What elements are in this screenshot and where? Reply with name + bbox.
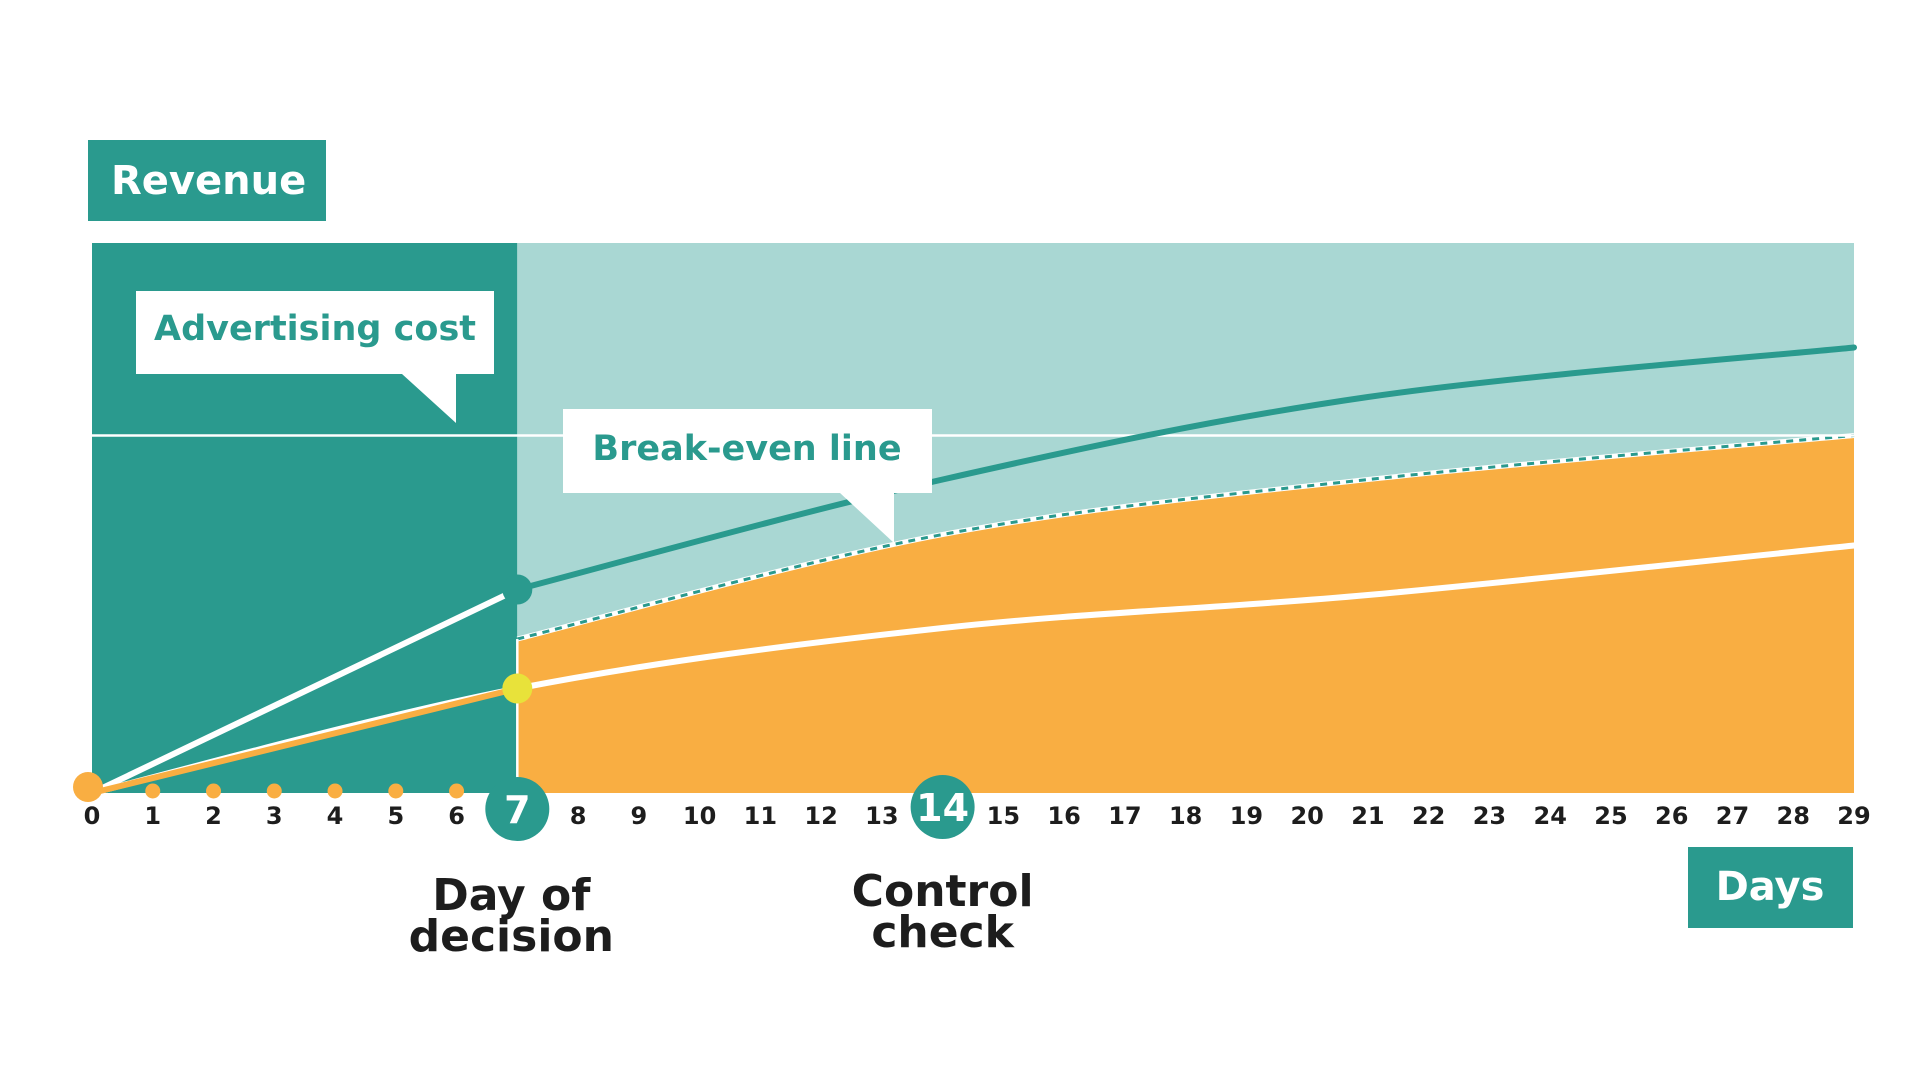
advertising-cost-callout: Advertising cost bbox=[136, 291, 494, 423]
y-axis-label-box: Revenue bbox=[88, 140, 326, 221]
day-dot-1 bbox=[145, 783, 161, 799]
x-axis-tick-labels: 0 1 2 3 4 5 6 8 9 10 11 12 13 15 16 17 18 19 20 21 22 23 24 25 2… bbox=[84, 802, 1871, 830]
revenue-box-background bbox=[88, 140, 326, 221]
x-tick-label: 19 bbox=[1230, 802, 1263, 830]
x-tick-label: 1 bbox=[144, 802, 161, 830]
x-tick-label: 10 bbox=[683, 802, 716, 830]
decision-day-badge: 7 bbox=[485, 777, 550, 841]
control-check-label-line-1: Control bbox=[852, 866, 1034, 917]
x-tick-label: 15 bbox=[987, 802, 1020, 830]
day-dot-5 bbox=[388, 783, 404, 799]
x-tick-label: 6 bbox=[448, 802, 465, 830]
x-tick-label: 24 bbox=[1534, 802, 1567, 830]
x-tick-label: 0 bbox=[84, 802, 101, 830]
x-tick-label: 28 bbox=[1777, 802, 1810, 830]
day-dot-2 bbox=[206, 783, 222, 799]
day-of-decision-label-line-1: Day of bbox=[432, 870, 591, 921]
origin-point bbox=[73, 772, 103, 802]
advertising-cost-callout-bubble bbox=[136, 291, 494, 423]
x-tick-label: 12 bbox=[804, 802, 837, 830]
day-dot-3 bbox=[266, 783, 282, 799]
teal-revenue-curve bbox=[514, 344, 1857, 593]
days-box-background bbox=[1688, 847, 1853, 928]
x-tick-label: 3 bbox=[266, 802, 283, 830]
x-tick-label: 9 bbox=[630, 802, 647, 830]
x-tick-label: 13 bbox=[865, 802, 898, 830]
y-axis-label: Revenue bbox=[111, 158, 306, 204]
x-tick-label: 5 bbox=[387, 802, 404, 830]
x-tick-label: 4 bbox=[327, 802, 344, 830]
decision-badge-label: 7 bbox=[504, 788, 530, 832]
x-tick-label: 26 bbox=[1655, 802, 1688, 830]
x-tick-label: 2 bbox=[205, 802, 222, 830]
orange-revenue-line bbox=[89, 685, 521, 796]
day-dots bbox=[145, 783, 465, 799]
day-dot-4 bbox=[327, 783, 343, 799]
x-tick-label: 22 bbox=[1412, 802, 1445, 830]
x-tick-label: 11 bbox=[744, 802, 777, 830]
decision-badge-circle bbox=[485, 777, 550, 841]
x-tick-label: 23 bbox=[1473, 802, 1506, 830]
revenue-area bbox=[517, 435, 1855, 793]
x-tick-label: 25 bbox=[1594, 802, 1627, 830]
break-even-callout-bubble bbox=[563, 409, 932, 543]
x-tick-label: 8 bbox=[570, 802, 587, 830]
advertising-cost-callout-text: Advertising cost bbox=[154, 309, 476, 349]
x-tick-label: 21 bbox=[1351, 802, 1384, 830]
yellow-point-day-7 bbox=[502, 673, 533, 704]
control-badge-circle bbox=[910, 775, 975, 839]
x-tick-label: 20 bbox=[1290, 802, 1323, 830]
x-axis-label-box: Days bbox=[1688, 847, 1853, 928]
teal-curve-point-day-7 bbox=[502, 574, 533, 605]
white-revenue-curve bbox=[89, 542, 1857, 796]
x-tick-label: 17 bbox=[1108, 802, 1141, 830]
break-even-callout: Break-even line bbox=[563, 409, 932, 543]
control-check-label-line-2: check bbox=[871, 907, 1015, 958]
day-of-decision-label-line-2: decision bbox=[409, 911, 614, 962]
teal-curve-before-decision bbox=[89, 586, 521, 796]
x-tick-label: 29 bbox=[1837, 802, 1870, 830]
x-axis-label: Days bbox=[1716, 864, 1825, 910]
x-tick-label: 16 bbox=[1047, 802, 1080, 830]
x-tick-label: 18 bbox=[1169, 802, 1202, 830]
break-even-curve bbox=[516, 434, 1855, 641]
control-badge-label: 14 bbox=[916, 786, 969, 830]
break-even-callout-text: Break-even line bbox=[592, 429, 901, 469]
control-day-badge: 14 bbox=[910, 775, 975, 839]
day-dot-6 bbox=[449, 783, 465, 799]
x-tick-label: 27 bbox=[1716, 802, 1749, 830]
